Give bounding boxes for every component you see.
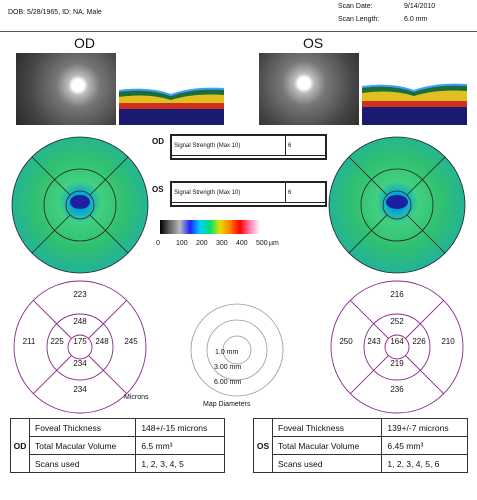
- scale-tick-0: 0: [156, 240, 160, 247]
- os-outer-right: 210: [441, 337, 455, 346]
- scan-length-label: Scan Length:: [338, 16, 380, 23]
- os-stats-eye: OS: [253, 418, 273, 473]
- od-thickness-map: [11, 136, 149, 274]
- os-signal-empty: [171, 202, 326, 206]
- diameter-3mm: 3.00 mm: [214, 364, 242, 371]
- scan-date-value: 9/14/2010: [404, 3, 436, 10]
- diameter-6mm: 6.00 mm: [214, 379, 242, 386]
- os-inner-bottom: 219: [390, 359, 404, 368]
- scan-length-value: 6.0 mm: [404, 16, 428, 23]
- os-foveal-label: Foveal Thickness: [271, 418, 383, 437]
- os-scans-label: Scans used: [271, 454, 383, 473]
- od-scans-value: 1, 2, 3, 4, 5: [135, 454, 225, 473]
- os-center: 164: [390, 337, 404, 346]
- os-inner-top: 252: [390, 317, 404, 326]
- od-signal-eye-label: OD: [152, 137, 164, 146]
- os-outer-left: 250: [339, 337, 353, 346]
- od-title: OD: [74, 35, 95, 51]
- microns-label: Microns: [124, 394, 149, 401]
- os-signal-box: Signal Strength (Max 10) 6: [170, 181, 327, 207]
- scan-date-label: Scan Date:: [338, 3, 373, 10]
- os-fundus-image: [259, 53, 359, 125]
- os-inner-right: 226: [412, 337, 426, 346]
- od-volume-value: 6.5 mm³: [135, 436, 225, 455]
- os-scans-value: 1, 2, 3, 4, 5, 6: [381, 454, 468, 473]
- od-stats-table: OD Foveal Thickness 148+/-15 microns Tot…: [10, 418, 225, 473]
- os-outer-top: 216: [390, 290, 404, 299]
- os-signal-eye-label: OS: [152, 185, 164, 194]
- os-signal-value: 6: [285, 181, 326, 204]
- os-outer-bottom: 236: [390, 385, 404, 394]
- patient-info: DOB: 5/28/1965, ID: NA, Male: [8, 9, 102, 16]
- od-outer-left: 211: [23, 337, 36, 346]
- os-thickness-map: [328, 136, 466, 274]
- od-signal-value: 6: [285, 134, 326, 157]
- scale-tick-200: 200: [196, 240, 208, 247]
- os-volume-value: 6.45 mm³: [381, 436, 468, 455]
- od-inner-right: 248: [95, 337, 109, 346]
- od-inner-bottom: 234: [73, 359, 87, 368]
- od-foveal-value: 148+/-15 microns: [135, 418, 225, 437]
- od-etdrs-grid: 223 211 245 234 248 225 248 234 175: [13, 280, 147, 414]
- scale-tick-500: 500: [256, 240, 268, 247]
- os-stats-table: OS Foveal Thickness 139+/-7 microns Tota…: [253, 418, 468, 473]
- scale-tick-100: 100: [176, 240, 188, 247]
- os-foveal-value: 139+/-7 microns: [381, 418, 468, 437]
- od-center: 175: [73, 337, 87, 346]
- os-volume-label: Total Macular Volume: [271, 436, 383, 455]
- od-outer-top: 223: [73, 290, 87, 299]
- os-signal-label: Signal Strength (Max 10): [171, 181, 286, 204]
- od-signal-label: Signal Strength (Max 10): [171, 134, 286, 157]
- od-volume-label: Total Macular Volume: [28, 436, 137, 455]
- od-inner-left: 225: [50, 337, 64, 346]
- od-inner-top: 248: [73, 317, 87, 326]
- od-foveal-label: Foveal Thickness: [28, 418, 137, 437]
- scale-tick-400: 400: [236, 240, 248, 247]
- od-outer-bottom: 234: [73, 385, 87, 394]
- od-scans-label: Scans used: [28, 454, 137, 473]
- diameter-1mm: 1.0 mm: [215, 349, 239, 356]
- od-signal-box: Signal Strength (Max 10) 6: [170, 134, 327, 160]
- map-diameters-diagram: [190, 303, 284, 397]
- os-oct-scan: [362, 53, 467, 125]
- thickness-color-scale: [160, 220, 260, 234]
- color-scale-ticks: 0 100 200 300 400 500 µm: [156, 240, 296, 250]
- od-stats-eye: OD: [10, 418, 30, 473]
- od-signal-empty: [171, 155, 326, 159]
- od-outer-right: 245: [124, 337, 138, 346]
- map-diameters-label: Map Diameters: [203, 401, 251, 408]
- header-divider: [0, 31, 477, 32]
- scale-unit: µm: [269, 240, 279, 247]
- scale-tick-300: 300: [216, 240, 228, 247]
- os-inner-left: 243: [367, 337, 381, 346]
- od-fundus-image: [16, 53, 116, 125]
- od-oct-scan: [119, 53, 224, 125]
- os-etdrs-grid: 216 250 210 236 252 243 226 219 164: [330, 280, 464, 414]
- os-title: OS: [303, 35, 324, 51]
